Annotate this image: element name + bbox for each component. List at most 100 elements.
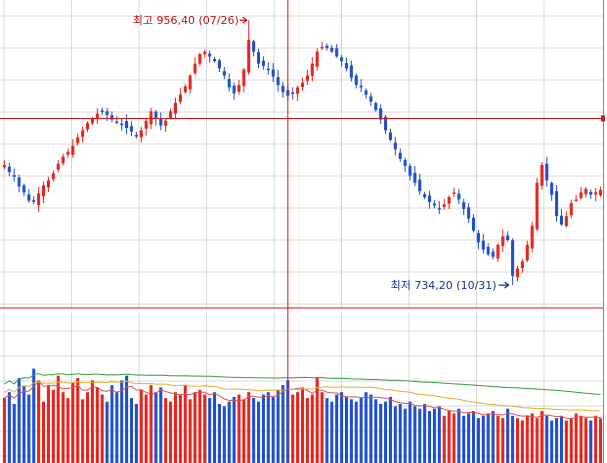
volume-series: [2, 368, 603, 463]
volume-bar: [81, 399, 85, 463]
volume-bar: [354, 401, 358, 463]
candle: [506, 231, 510, 242]
candle: [379, 104, 383, 125]
volume-bar: [369, 394, 373, 463]
volume-bar: [164, 398, 168, 463]
volume-bar: [472, 411, 476, 463]
volume-moving-averages: [4, 373, 601, 420]
candle-body: [437, 207, 441, 210]
candle-body: [300, 82, 305, 88]
candle-body: [85, 123, 90, 130]
volume-bar: [310, 394, 314, 463]
candle-body: [525, 244, 529, 261]
candle: [335, 44, 339, 58]
candle: [291, 87, 295, 100]
candle: [457, 189, 461, 205]
candle: [550, 181, 554, 201]
candle: [559, 209, 563, 226]
volume-bar: [599, 418, 603, 463]
candle: [486, 243, 490, 257]
candle: [296, 85, 300, 101]
candle-body: [242, 69, 246, 87]
candle-body: [291, 92, 295, 94]
volume-bar: [105, 401, 109, 463]
candle: [388, 128, 392, 142]
candle: [227, 73, 231, 92]
candle: [437, 201, 441, 214]
candle: [222, 67, 226, 80]
volume-bar: [525, 415, 529, 463]
candle-body: [149, 111, 153, 125]
volume-bar: [418, 408, 422, 463]
volume-bar: [232, 396, 236, 463]
candle-body: [105, 111, 109, 115]
candle: [17, 174, 21, 193]
candle: [520, 259, 524, 273]
volume-bar: [564, 420, 568, 463]
volume-bar: [467, 413, 471, 463]
candle-body: [27, 194, 31, 201]
candle: [237, 80, 241, 95]
candle-body: [359, 85, 363, 88]
candle-body: [237, 85, 241, 92]
volume-bar: [32, 368, 36, 463]
candle: [515, 266, 520, 282]
volume-bar: [501, 418, 505, 463]
volume-bar: [71, 382, 75, 463]
volume-bar: [257, 401, 261, 463]
candle-body: [169, 111, 173, 118]
candle: [120, 117, 124, 131]
candle-body: [144, 120, 148, 129]
candle: [423, 191, 427, 200]
volume-bar: [491, 411, 495, 463]
candle: [530, 221, 534, 253]
volume-bar: [349, 399, 353, 463]
volume-bar: [266, 392, 270, 463]
candle-body: [17, 177, 21, 187]
candle: [76, 133, 80, 146]
candle: [579, 186, 583, 200]
high-annotation: 최고 956,40 (07/26): [133, 14, 239, 27]
volume-bar: [247, 392, 251, 463]
candle: [535, 177, 539, 232]
volume-bar: [535, 418, 539, 463]
volume-bar: [457, 408, 461, 463]
candle-body: [95, 113, 99, 120]
candle-body: [261, 60, 265, 66]
volume-bar: [506, 408, 510, 463]
candle-body: [188, 75, 192, 90]
candle-body: [486, 246, 490, 255]
volume-bar: [237, 394, 241, 463]
candle-body: [90, 118, 94, 124]
candle-body: [203, 51, 207, 55]
candle: [46, 176, 50, 192]
low-annotation: 최저 734,20 (10/31): [391, 279, 497, 292]
candle: [574, 194, 578, 202]
candle-body: [134, 134, 138, 137]
volume-bar: [120, 380, 124, 463]
candle-body: [462, 202, 466, 210]
candle: [305, 69, 309, 86]
volume-bar: [173, 392, 177, 463]
volume-bar: [261, 394, 265, 463]
volume-bar: [56, 375, 60, 463]
volume-bar: [100, 394, 104, 463]
volume-bar: [37, 380, 41, 463]
volume-bar: [589, 420, 593, 463]
candle: [344, 57, 348, 72]
candle-body: [550, 182, 554, 195]
volume-bar: [2, 398, 6, 463]
candle-body: [599, 189, 603, 196]
candle: [432, 200, 436, 209]
candle: [467, 202, 471, 223]
volume-bar: [169, 401, 173, 463]
candle: [594, 188, 598, 202]
candle-body: [335, 48, 339, 57]
volume-bar: [452, 413, 456, 463]
candle-body: [71, 145, 75, 155]
candle: [511, 238, 515, 286]
candle-body: [579, 192, 583, 199]
candle-body: [364, 90, 368, 95]
volume-bar: [486, 413, 490, 463]
